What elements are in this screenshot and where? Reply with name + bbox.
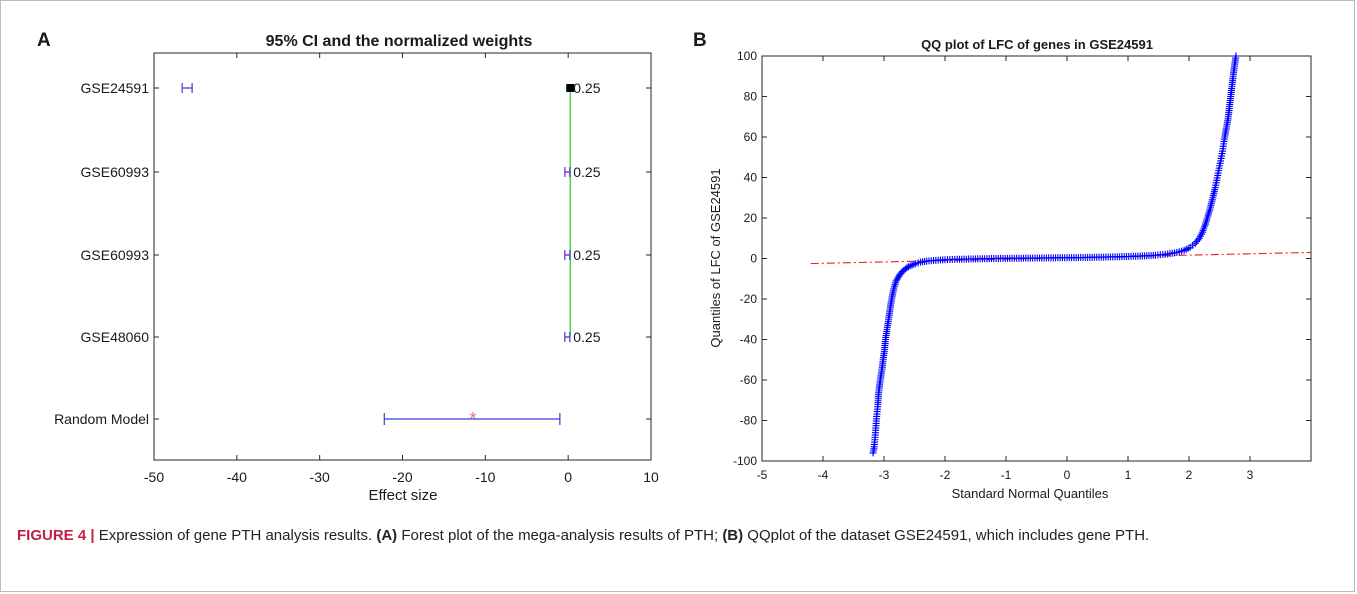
ytick-label: -40 xyxy=(740,333,758,347)
weight-square xyxy=(566,84,575,92)
ytick-label: 100 xyxy=(737,49,757,63)
qq-plot-ticks xyxy=(761,55,1311,462)
pooled-label: Random Model xyxy=(54,411,149,427)
caption-text: QQplot of the dataset GSE24591, which in… xyxy=(743,527,1150,544)
ytick-label: -80 xyxy=(740,414,758,428)
panel-b-letter: B xyxy=(693,30,707,51)
figure-caption: FIGURE 4 | Expression of gene PTH analys… xyxy=(17,525,1337,547)
xtick-label: 3 xyxy=(1247,468,1254,482)
pooled-estimate-marker: * xyxy=(469,409,476,429)
ytick-label: 60 xyxy=(744,130,758,144)
xtick-label: -30 xyxy=(310,469,330,485)
qq-plot-title: QQ plot of LFC of genes in GSE24591 xyxy=(921,37,1153,52)
ytick-label: 0 xyxy=(750,252,757,266)
qq-point xyxy=(1232,52,1240,60)
forest-plot-panel: A 95% CI and the normalized weights -50 … xyxy=(37,30,659,504)
study-label: GSE48060 xyxy=(81,329,150,345)
xtick-label: -4 xyxy=(818,468,829,482)
qq-plot-xtick-labels: -5 -4 -3 -2 -1 0 1 2 3 xyxy=(757,468,1254,482)
study-label: GSE60993 xyxy=(81,164,150,180)
caption-panel-b-ref: (B) xyxy=(722,527,744,544)
xtick-label: -3 xyxy=(879,468,890,482)
qq-plot-marks xyxy=(810,52,1312,457)
weight-label: 0.25 xyxy=(573,80,600,96)
xtick-label: -10 xyxy=(475,469,495,485)
weight-label: 0.25 xyxy=(573,247,600,263)
xtick-label: 10 xyxy=(643,469,659,485)
xtick-label: 0 xyxy=(564,469,572,485)
study-label: GSE24591 xyxy=(81,80,150,96)
xtick-label: 0 xyxy=(1064,468,1071,482)
qq-plot-xlabel: Standard Normal Quantiles xyxy=(952,486,1109,501)
forest-plot-ticks xyxy=(153,53,652,460)
caption-panel-a-ref: (A) xyxy=(376,527,398,544)
forest-plot-marks: * xyxy=(181,83,575,429)
caption-text: Forest plot of the mega-analysis results… xyxy=(397,527,723,544)
reference-line xyxy=(810,251,1312,265)
weight-label: 0.25 xyxy=(573,164,600,180)
xtick-label: 1 xyxy=(1125,468,1132,482)
qq-point xyxy=(1194,236,1202,244)
ytick-label: -20 xyxy=(740,292,758,306)
xtick-label: 2 xyxy=(1186,468,1193,482)
study-label: GSE60993 xyxy=(81,247,150,263)
forest-plot-xlabel: Effect size xyxy=(369,487,438,504)
xtick-label: -40 xyxy=(227,469,247,485)
qq-plot-panel: B QQ plot of LFC of genes in GSE24591 -5… xyxy=(693,30,1312,501)
panel-a-letter: A xyxy=(37,30,51,51)
forest-plot-row-labels: GSE24591 GSE60993 GSE60993 GSE48060 Rand… xyxy=(54,80,149,427)
qq-plot-ytick-labels: 100 80 60 40 20 0 -20 -40 -60 -80 -100 xyxy=(733,49,757,468)
xtick-label: -50 xyxy=(144,469,164,485)
ytick-label: 40 xyxy=(744,171,758,185)
ytick-label: -100 xyxy=(733,454,757,468)
forest-plot-title: 95% CI and the normalized weights xyxy=(266,33,533,50)
xtick-label: -2 xyxy=(940,468,951,482)
ytick-label: 20 xyxy=(744,211,758,225)
ytick-label: -60 xyxy=(740,373,758,387)
forest-plot-xtick-labels: -50 -40 -30 -20 -10 0 10 xyxy=(144,469,659,485)
caption-text: Expression of gene PTH analysis results. xyxy=(94,527,377,544)
forest-plot-weight-labels: 0.25 0.25 0.25 0.25 xyxy=(573,80,600,345)
figure-canvas: A 95% CI and the normalized weights -50 … xyxy=(37,30,1312,504)
caption-label: FIGURE 4 | xyxy=(17,527,95,544)
xtick-label: -5 xyxy=(757,468,768,482)
qq-plot-ylabel: Quantiles of LFC of GSE24591 xyxy=(708,168,723,347)
xtick-label: -20 xyxy=(392,469,412,485)
ytick-label: 80 xyxy=(744,90,758,104)
xtick-label: -1 xyxy=(1001,468,1012,482)
weight-label: 0.25 xyxy=(573,329,600,345)
